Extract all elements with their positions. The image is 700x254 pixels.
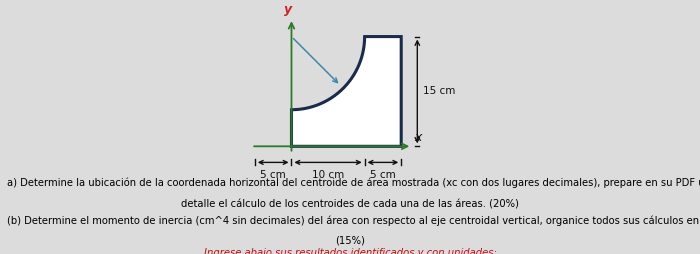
Text: x: x (414, 131, 421, 144)
Text: y: y (284, 3, 293, 16)
Text: 5 cm: 5 cm (260, 170, 286, 180)
Text: (b) Determine el momento de inercia (cm^4 sin decimales) del área con respecto a: (b) Determine el momento de inercia (cm^… (7, 216, 700, 226)
Text: 5 cm: 5 cm (370, 170, 395, 180)
Text: a) Determine la ubicación de la coordenada horizontal del centroide de área most: a) Determine la ubicación de la coordena… (7, 178, 700, 188)
Text: (15%): (15%) (335, 236, 365, 246)
Polygon shape (291, 37, 401, 146)
Text: detalle el cálculo de los centroides de cada una de las áreas. (20%): detalle el cálculo de los centroides de … (181, 199, 519, 209)
Text: 15 cm: 15 cm (424, 86, 456, 97)
Text: 10 cm: 10 cm (312, 170, 344, 180)
Text: Ingrese abajo sus resultados identificados y con unidades:: Ingrese abajo sus resultados identificad… (204, 248, 496, 254)
